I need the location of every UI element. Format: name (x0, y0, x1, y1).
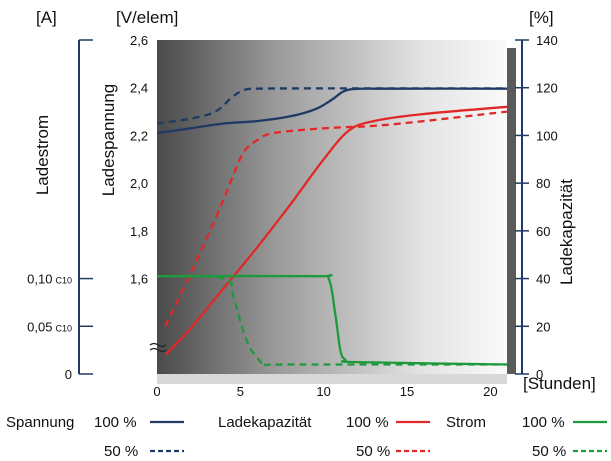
legend-group-label: Strom (446, 414, 486, 431)
voltage-axis-label: Ladespannung (99, 84, 118, 197)
voltage-tick-label: 2,6 (130, 33, 148, 48)
x-tick-label: 0 (153, 384, 160, 399)
capacity-tick-label: 0 (536, 367, 543, 382)
legend-entry-label: 50 % (104, 443, 138, 460)
series-line-kapazitaet-50 (164, 110, 507, 327)
x-axis-label: [Stunden] (523, 374, 596, 393)
voltage-tick-label: 2,0 (130, 176, 148, 191)
x-tick-label: 5 (237, 384, 244, 399)
legend-entry-label: 50 % (532, 443, 566, 460)
series-line-strom-100 (157, 273, 507, 366)
current-tick-label: 0,10 C10 (27, 272, 72, 287)
current-axis-unit: [A] (36, 8, 57, 27)
legend-entry-label: 100 % (522, 414, 565, 431)
capacity-axis-unit: [%] (529, 8, 554, 27)
voltage-tick-label: 2,4 (130, 81, 148, 96)
axis-break-mark (149, 342, 167, 353)
legend-entry-label: 100 % (346, 414, 389, 431)
voltage-tick-label: 1,6 (130, 272, 148, 287)
legend-group-label: Spannung (6, 414, 74, 431)
voltage-tick-label: 1,8 (130, 224, 148, 239)
series-line-kapazitaet-100 (164, 105, 507, 356)
plot-shadow (507, 48, 516, 374)
legend-group-label: Ladekapazität (218, 414, 312, 431)
capacity-tick-label: 100 (536, 128, 558, 143)
capacity-tick-label: 40 (536, 272, 550, 287)
current-tick-label: 0 (65, 367, 72, 382)
legend-entry-label: 100 % (94, 414, 137, 431)
capacity-tick-label: 20 (536, 319, 550, 334)
capacity-tick-label: 140 (536, 33, 558, 48)
x-tick-label: 10 (316, 384, 330, 399)
capacity-tick-label: 120 (536, 81, 558, 96)
series-line-spannung-50 (157, 87, 507, 125)
capacity-tick-label: 80 (536, 176, 550, 191)
capacity-tick-label: 60 (536, 224, 550, 239)
current-tick-label: 0,05 C10 (27, 319, 72, 334)
capacity-axis-label: Ladekapazität (557, 179, 576, 285)
x-tick-label: 15 (400, 384, 414, 399)
series-line-strom-50 (157, 275, 507, 367)
legend-entry-label: 50 % (356, 443, 390, 460)
plot-bottom-strip (157, 374, 507, 384)
x-tick-label: 20 (483, 384, 497, 399)
voltage-axis-unit: [V/elem] (116, 8, 178, 27)
voltage-tick-label: 2,2 (130, 128, 148, 143)
current-axis-label: Ladestrom (33, 115, 52, 195)
plot-background (157, 40, 507, 374)
